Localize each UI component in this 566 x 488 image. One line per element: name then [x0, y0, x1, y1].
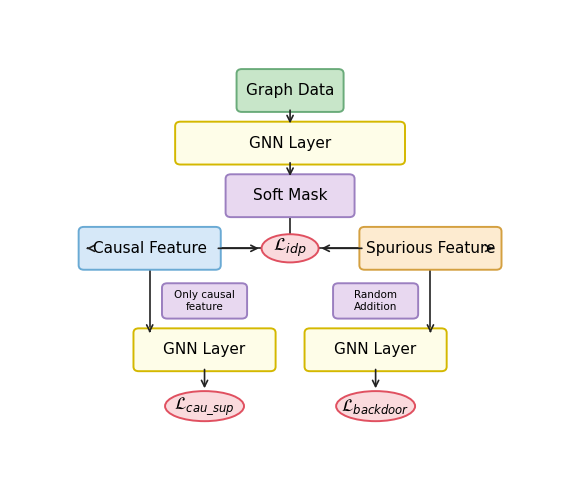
Text: Causal Feature: Causal Feature	[93, 241, 207, 256]
Ellipse shape	[261, 234, 319, 263]
FancyBboxPatch shape	[134, 328, 276, 371]
Text: Graph Data: Graph Data	[246, 83, 335, 98]
Text: $\mathcal{L}_{idp}$: $\mathcal{L}_{idp}$	[273, 237, 307, 260]
Text: GNN Layer: GNN Layer	[164, 342, 246, 357]
FancyBboxPatch shape	[237, 69, 344, 112]
Text: $\mathcal{L}_{cau\_sup}$: $\mathcal{L}_{cau\_sup}$	[174, 395, 235, 417]
FancyBboxPatch shape	[175, 122, 405, 164]
Ellipse shape	[165, 391, 244, 421]
FancyBboxPatch shape	[162, 283, 247, 319]
Text: GNN Layer: GNN Layer	[249, 136, 331, 151]
Text: Spurious Feature: Spurious Feature	[366, 241, 495, 256]
Text: Only causal
feature: Only causal feature	[174, 290, 235, 312]
FancyBboxPatch shape	[305, 328, 447, 371]
FancyBboxPatch shape	[359, 227, 501, 270]
Text: $\mathcal{L}_{backdoor}$: $\mathcal{L}_{backdoor}$	[341, 397, 410, 416]
Text: Soft Mask: Soft Mask	[253, 188, 327, 203]
Ellipse shape	[336, 391, 415, 421]
FancyBboxPatch shape	[333, 283, 418, 319]
Text: Random
Addition: Random Addition	[354, 290, 397, 312]
FancyBboxPatch shape	[79, 227, 221, 270]
FancyBboxPatch shape	[226, 174, 354, 217]
Text: GNN Layer: GNN Layer	[335, 342, 417, 357]
